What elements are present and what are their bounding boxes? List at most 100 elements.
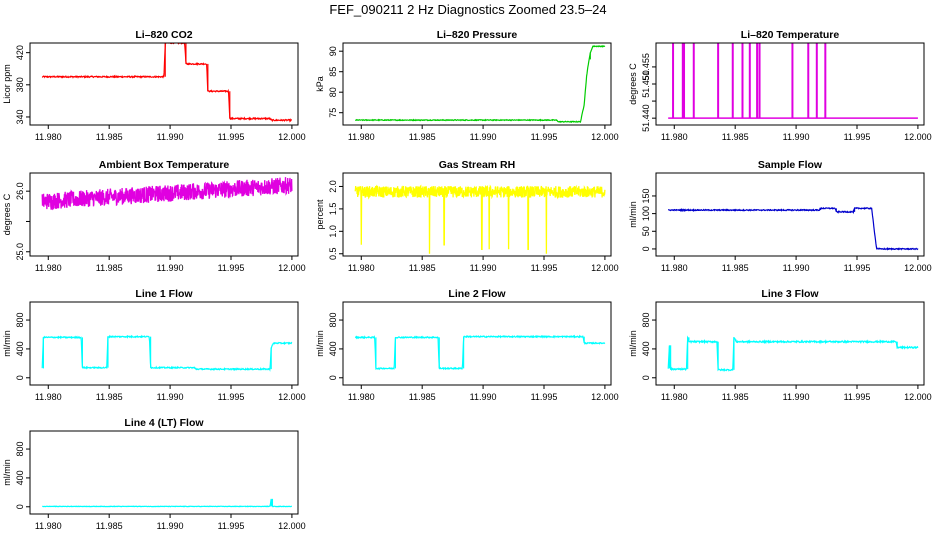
panel-5: Gas Stream RH percent 11.980 11.985 11.990 11…	[315, 159, 619, 273]
panel-title: Line 4 (LT) Flow	[124, 417, 204, 429]
plot-area	[354, 334, 606, 371]
x-tick-label: 11.985	[409, 132, 436, 142]
plot-area	[354, 184, 606, 254]
x-tick-label: 11.995	[218, 392, 245, 402]
y-tick-label: 400	[15, 341, 25, 356]
x-tick-label: 11.995	[531, 132, 558, 142]
y-tick-label: 75	[328, 108, 338, 118]
x-tick-label: 11.980	[348, 132, 375, 142]
plot-frame	[655, 172, 925, 257]
x-tick-label: 12.000	[278, 263, 306, 273]
series-line	[354, 334, 606, 371]
x-tick-label: 11.980	[661, 132, 688, 142]
y-tick-label: 51.455	[641, 53, 651, 81]
y-tick-label: 800	[328, 313, 338, 328]
y-tick-label: 420	[15, 45, 25, 60]
x-tick-label: 11.990	[783, 132, 810, 142]
plot-area	[41, 334, 293, 372]
y-tick-label: 85	[328, 67, 338, 77]
panel-6: Sample Flow ml/min 11.980 11.985 11.990 11.99…	[628, 159, 932, 273]
x-tick-label: 11.980	[35, 392, 62, 402]
x-tick-label: 11.995	[218, 263, 245, 273]
panel-title: Sample Flow	[758, 159, 823, 171]
y-tick-label: 0	[328, 375, 338, 380]
y-tick-label: 25.0	[15, 243, 25, 261]
plot-area	[668, 43, 918, 119]
x-tick-label: 12.000	[278, 132, 306, 142]
x-tick-label: 11.990	[470, 132, 497, 142]
y-axis-label: degrees C	[2, 193, 12, 235]
panel-title: Line 3 Flow	[761, 288, 819, 300]
panel-8: Line 2 Flow ml/min 11.980 11.985 11.990 11.99…	[315, 288, 619, 402]
x-tick-label: 11.995	[531, 263, 558, 273]
x-tick-label: 11.985	[722, 263, 749, 273]
x-tick-label: 11.995	[844, 132, 871, 142]
panel-title: Li–820 Pressure	[437, 29, 518, 41]
x-tick-label: 11.980	[35, 521, 62, 531]
x-tick-label: 11.985	[409, 263, 436, 273]
plot-frame	[29, 301, 299, 386]
x-tick-label: 11.995	[218, 521, 245, 531]
series-line	[42, 499, 293, 508]
y-tick-label: 0	[15, 375, 25, 380]
x-tick-label: 11.990	[157, 263, 184, 273]
plot-frame	[342, 42, 612, 126]
x-tick-label: 11.980	[35, 132, 62, 142]
y-tick-label: 80	[328, 87, 338, 97]
y-tick-label: 51.440	[641, 104, 651, 132]
x-tick-label: 12.000	[904, 263, 932, 273]
plot-area	[354, 44, 606, 124]
x-tick-label: 11.985	[96, 392, 123, 402]
x-tick-label: 11.990	[470, 263, 497, 273]
y-axis-label: ml/min	[2, 459, 12, 486]
plot-frame	[655, 42, 925, 126]
y-tick-label: 380	[15, 77, 25, 92]
y-axis-label: percent	[315, 199, 325, 230]
y-axis-label: ml/min	[315, 330, 325, 357]
x-tick-label: 11.985	[722, 392, 749, 402]
panel-2: Li–820 Pressure kPa 11.980 11.985 11.990 11.9…	[315, 29, 619, 142]
y-tick-label: 150	[641, 188, 651, 203]
y-tick-label: 2.0	[328, 180, 338, 193]
x-tick-label: 11.985	[722, 132, 749, 142]
x-tick-label: 11.995	[218, 132, 245, 142]
x-tick-label: 11.985	[409, 392, 436, 402]
y-axis-label: degrees C	[628, 63, 638, 105]
x-tick-label: 12.000	[904, 132, 932, 142]
y-tick-label: 800	[15, 442, 25, 457]
series-line	[354, 184, 606, 254]
panel-3: Li–820 Temperature degrees C 11.980 11.985 1…	[628, 29, 932, 142]
y-tick-label: 400	[15, 470, 25, 485]
plot-area	[668, 206, 919, 251]
plot-frame	[342, 301, 612, 386]
panel-title: Gas Stream RH	[439, 159, 515, 171]
x-tick-label: 11.990	[783, 263, 810, 273]
y-tick-label: 50	[641, 226, 651, 236]
series-line	[41, 43, 293, 123]
series-line	[41, 177, 293, 211]
series-line	[667, 335, 919, 372]
x-tick-label: 12.000	[591, 263, 619, 273]
x-tick-label: 11.990	[157, 392, 184, 402]
y-tick-label: 0	[641, 375, 651, 380]
y-axis-label: kPa	[315, 76, 325, 92]
plot-area	[667, 335, 919, 372]
x-tick-label: 11.990	[157, 521, 184, 531]
y-tick-label: 0.5	[328, 247, 338, 260]
x-tick-label: 11.990	[783, 392, 810, 402]
x-tick-label: 11.980	[348, 392, 375, 402]
series-line	[354, 44, 606, 124]
main-title: FEF_090211 2 Hz Diagnostics Zoomed 23.5–…	[329, 2, 607, 17]
y-tick-label: 100	[641, 206, 651, 221]
panel-9: Line 3 Flow ml/min 11.980 11.985 11.990 11.99…	[628, 288, 932, 402]
y-axis-label: Licor ppm	[2, 64, 12, 104]
panel-title: Line 1 Flow	[135, 288, 193, 300]
x-tick-label: 12.000	[591, 392, 619, 402]
panel-4: Ambient Box Temperature degrees C 11.980 11…	[2, 159, 306, 273]
x-tick-label: 11.990	[157, 132, 184, 142]
y-tick-label: 26.0	[15, 182, 25, 200]
panel-title: Ambient Box Temperature	[99, 159, 230, 171]
y-tick-label: 0	[641, 246, 651, 251]
plot-frame	[342, 172, 612, 257]
